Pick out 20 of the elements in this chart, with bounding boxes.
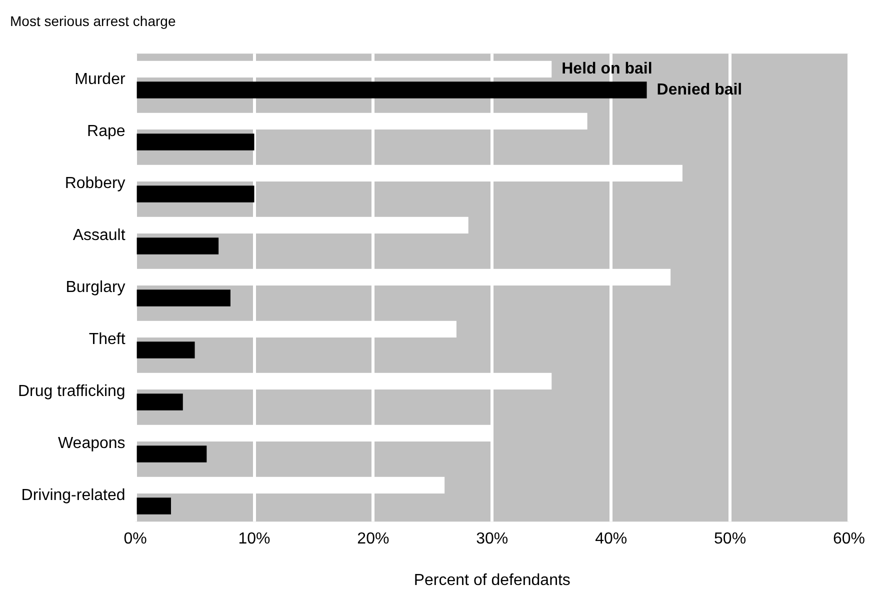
series-label: Held on bail xyxy=(562,60,652,78)
x-tick-label: 30% xyxy=(476,530,508,548)
x-tick-label: 0% xyxy=(124,530,147,548)
y-tick-label: Drug trafficking xyxy=(18,383,126,400)
x-axis-title: Percent of defendants xyxy=(414,572,570,589)
y-tick-label: Theft xyxy=(88,331,126,348)
x-tick-label: 20% xyxy=(357,530,390,548)
series-label: Denied bail xyxy=(656,81,742,98)
y-tick-label: Murder xyxy=(74,71,126,88)
x-tick-label: 60% xyxy=(832,530,866,548)
x-tick-label: 10% xyxy=(238,530,270,548)
y-tick-label: Burglary xyxy=(66,279,126,296)
x-tick-label: 50% xyxy=(714,530,746,548)
y-axis-title: Most serious arrest charge xyxy=(9,12,177,31)
y-tick-label: Rape xyxy=(87,123,126,140)
y-tick-label: Driving-related xyxy=(21,487,126,504)
y-tick-label: Weapons xyxy=(58,435,126,452)
y-tick-label: Assault xyxy=(72,227,126,244)
y-tick-label: Robbery xyxy=(64,175,126,192)
x-tick-label: 40% xyxy=(595,530,628,548)
